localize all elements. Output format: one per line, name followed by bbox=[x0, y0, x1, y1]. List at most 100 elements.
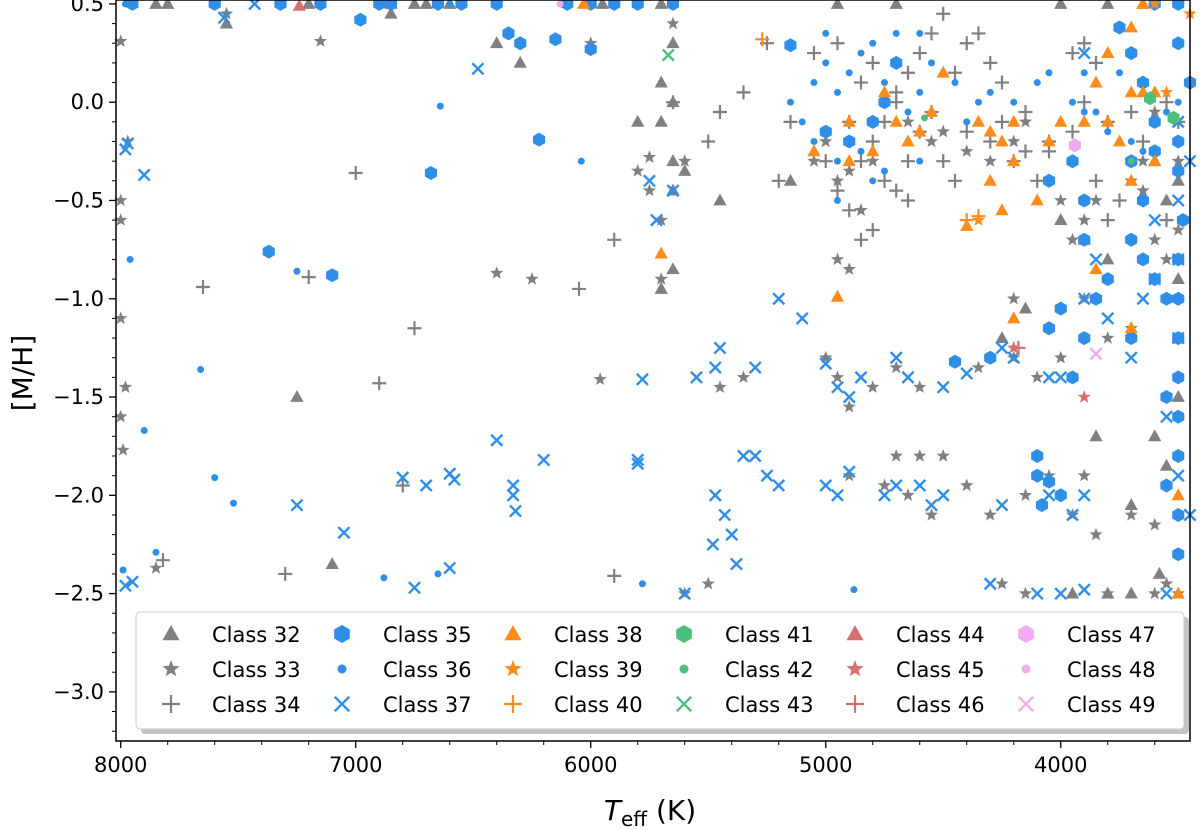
data-point bbox=[513, 55, 527, 68]
data-point bbox=[631, 0, 644, 11]
data-point bbox=[706, 537, 720, 551]
data-point bbox=[1089, 173, 1103, 188]
legend-marker bbox=[1021, 664, 1031, 674]
data-point bbox=[434, 570, 442, 578]
data-point bbox=[842, 390, 856, 404]
data-point bbox=[116, 443, 130, 456]
data-point bbox=[866, 114, 879, 129]
data-point bbox=[912, 46, 927, 61]
data-point bbox=[126, 575, 139, 589]
data-point bbox=[810, 138, 818, 146]
data-point bbox=[995, 203, 1009, 216]
data-point bbox=[1077, 390, 1091, 403]
data-point bbox=[1171, 331, 1185, 345]
data-point bbox=[577, 157, 585, 165]
data-point bbox=[1148, 586, 1162, 600]
data-point bbox=[293, 267, 301, 275]
data-point bbox=[1007, 154, 1021, 167]
data-point bbox=[1100, 213, 1115, 228]
data-point bbox=[654, 281, 668, 294]
data-point bbox=[1115, 69, 1123, 77]
data-point bbox=[373, 0, 386, 11]
data-point bbox=[690, 370, 703, 384]
x-tick-label: 5000 bbox=[799, 753, 852, 777]
data-point bbox=[983, 173, 997, 186]
data-point bbox=[995, 576, 1009, 590]
data-point bbox=[1136, 252, 1150, 267]
data-point bbox=[1172, 134, 1185, 149]
data-point bbox=[666, 184, 680, 198]
data-point bbox=[842, 114, 856, 127]
data-point bbox=[833, 196, 841, 204]
data-point bbox=[1068, 98, 1076, 106]
data-point bbox=[1101, 114, 1115, 127]
data-point bbox=[1054, 114, 1068, 127]
data-point bbox=[1172, 36, 1185, 51]
data-point bbox=[889, 114, 903, 127]
data-point bbox=[678, 587, 692, 601]
data-point bbox=[924, 105, 939, 117]
data-point bbox=[1077, 95, 1092, 110]
data-point bbox=[1066, 508, 1079, 522]
data-point bbox=[1033, 79, 1041, 87]
data-point bbox=[446, 0, 454, 8]
data-point bbox=[1077, 468, 1091, 482]
data-point bbox=[248, 0, 262, 11]
data-point bbox=[900, 193, 915, 208]
data-point bbox=[302, 0, 316, 9]
data-point bbox=[1054, 587, 1068, 601]
data-point bbox=[760, 469, 774, 483]
data-point bbox=[960, 144, 974, 157]
data-point bbox=[974, 98, 982, 106]
data-point bbox=[654, 213, 668, 226]
data-point bbox=[1148, 144, 1161, 159]
legend-label: Class 39 bbox=[554, 658, 643, 682]
data-point bbox=[195, 279, 210, 294]
data-point bbox=[666, 36, 680, 49]
data-point bbox=[436, 102, 444, 110]
data-point bbox=[1136, 292, 1150, 306]
data-point bbox=[889, 360, 903, 374]
data-point bbox=[1101, 46, 1115, 58]
data-point bbox=[959, 213, 974, 228]
data-point bbox=[1160, 390, 1173, 404]
data-point bbox=[936, 65, 950, 78]
data-point bbox=[810, 79, 818, 87]
data-point bbox=[1101, 311, 1115, 325]
data-point bbox=[1167, 110, 1180, 125]
data-point bbox=[995, 498, 1009, 512]
data-point bbox=[1112, 134, 1127, 147]
data-point bbox=[1171, 272, 1185, 285]
data-point bbox=[384, 6, 398, 19]
data-point bbox=[924, 508, 939, 521]
data-point bbox=[197, 366, 205, 374]
data-point bbox=[384, 0, 397, 11]
data-point bbox=[890, 55, 903, 70]
data-point bbox=[1065, 586, 1080, 599]
data-point bbox=[771, 173, 786, 188]
data-point bbox=[983, 134, 998, 149]
data-point bbox=[842, 164, 856, 177]
data-point bbox=[1080, 108, 1088, 116]
data-point bbox=[654, 272, 668, 285]
data-point bbox=[983, 55, 998, 70]
data-point bbox=[901, 370, 915, 384]
data-point bbox=[1159, 213, 1174, 228]
data-point bbox=[121, 0, 129, 8]
data-point bbox=[1172, 291, 1185, 306]
data-point bbox=[1010, 98, 1018, 106]
data-point bbox=[1030, 173, 1045, 188]
legend-label: Class 49 bbox=[1067, 693, 1156, 717]
data-point bbox=[845, 69, 853, 77]
data-point bbox=[419, 0, 433, 9]
legend-label: Class 44 bbox=[896, 623, 985, 647]
data-point bbox=[842, 399, 856, 413]
data-point bbox=[1042, 173, 1056, 188]
data-point bbox=[549, 32, 562, 47]
data-point bbox=[889, 85, 904, 100]
data-point bbox=[1139, 147, 1147, 155]
data-point bbox=[854, 370, 868, 384]
data-point bbox=[983, 577, 997, 591]
data-point bbox=[490, 266, 504, 279]
